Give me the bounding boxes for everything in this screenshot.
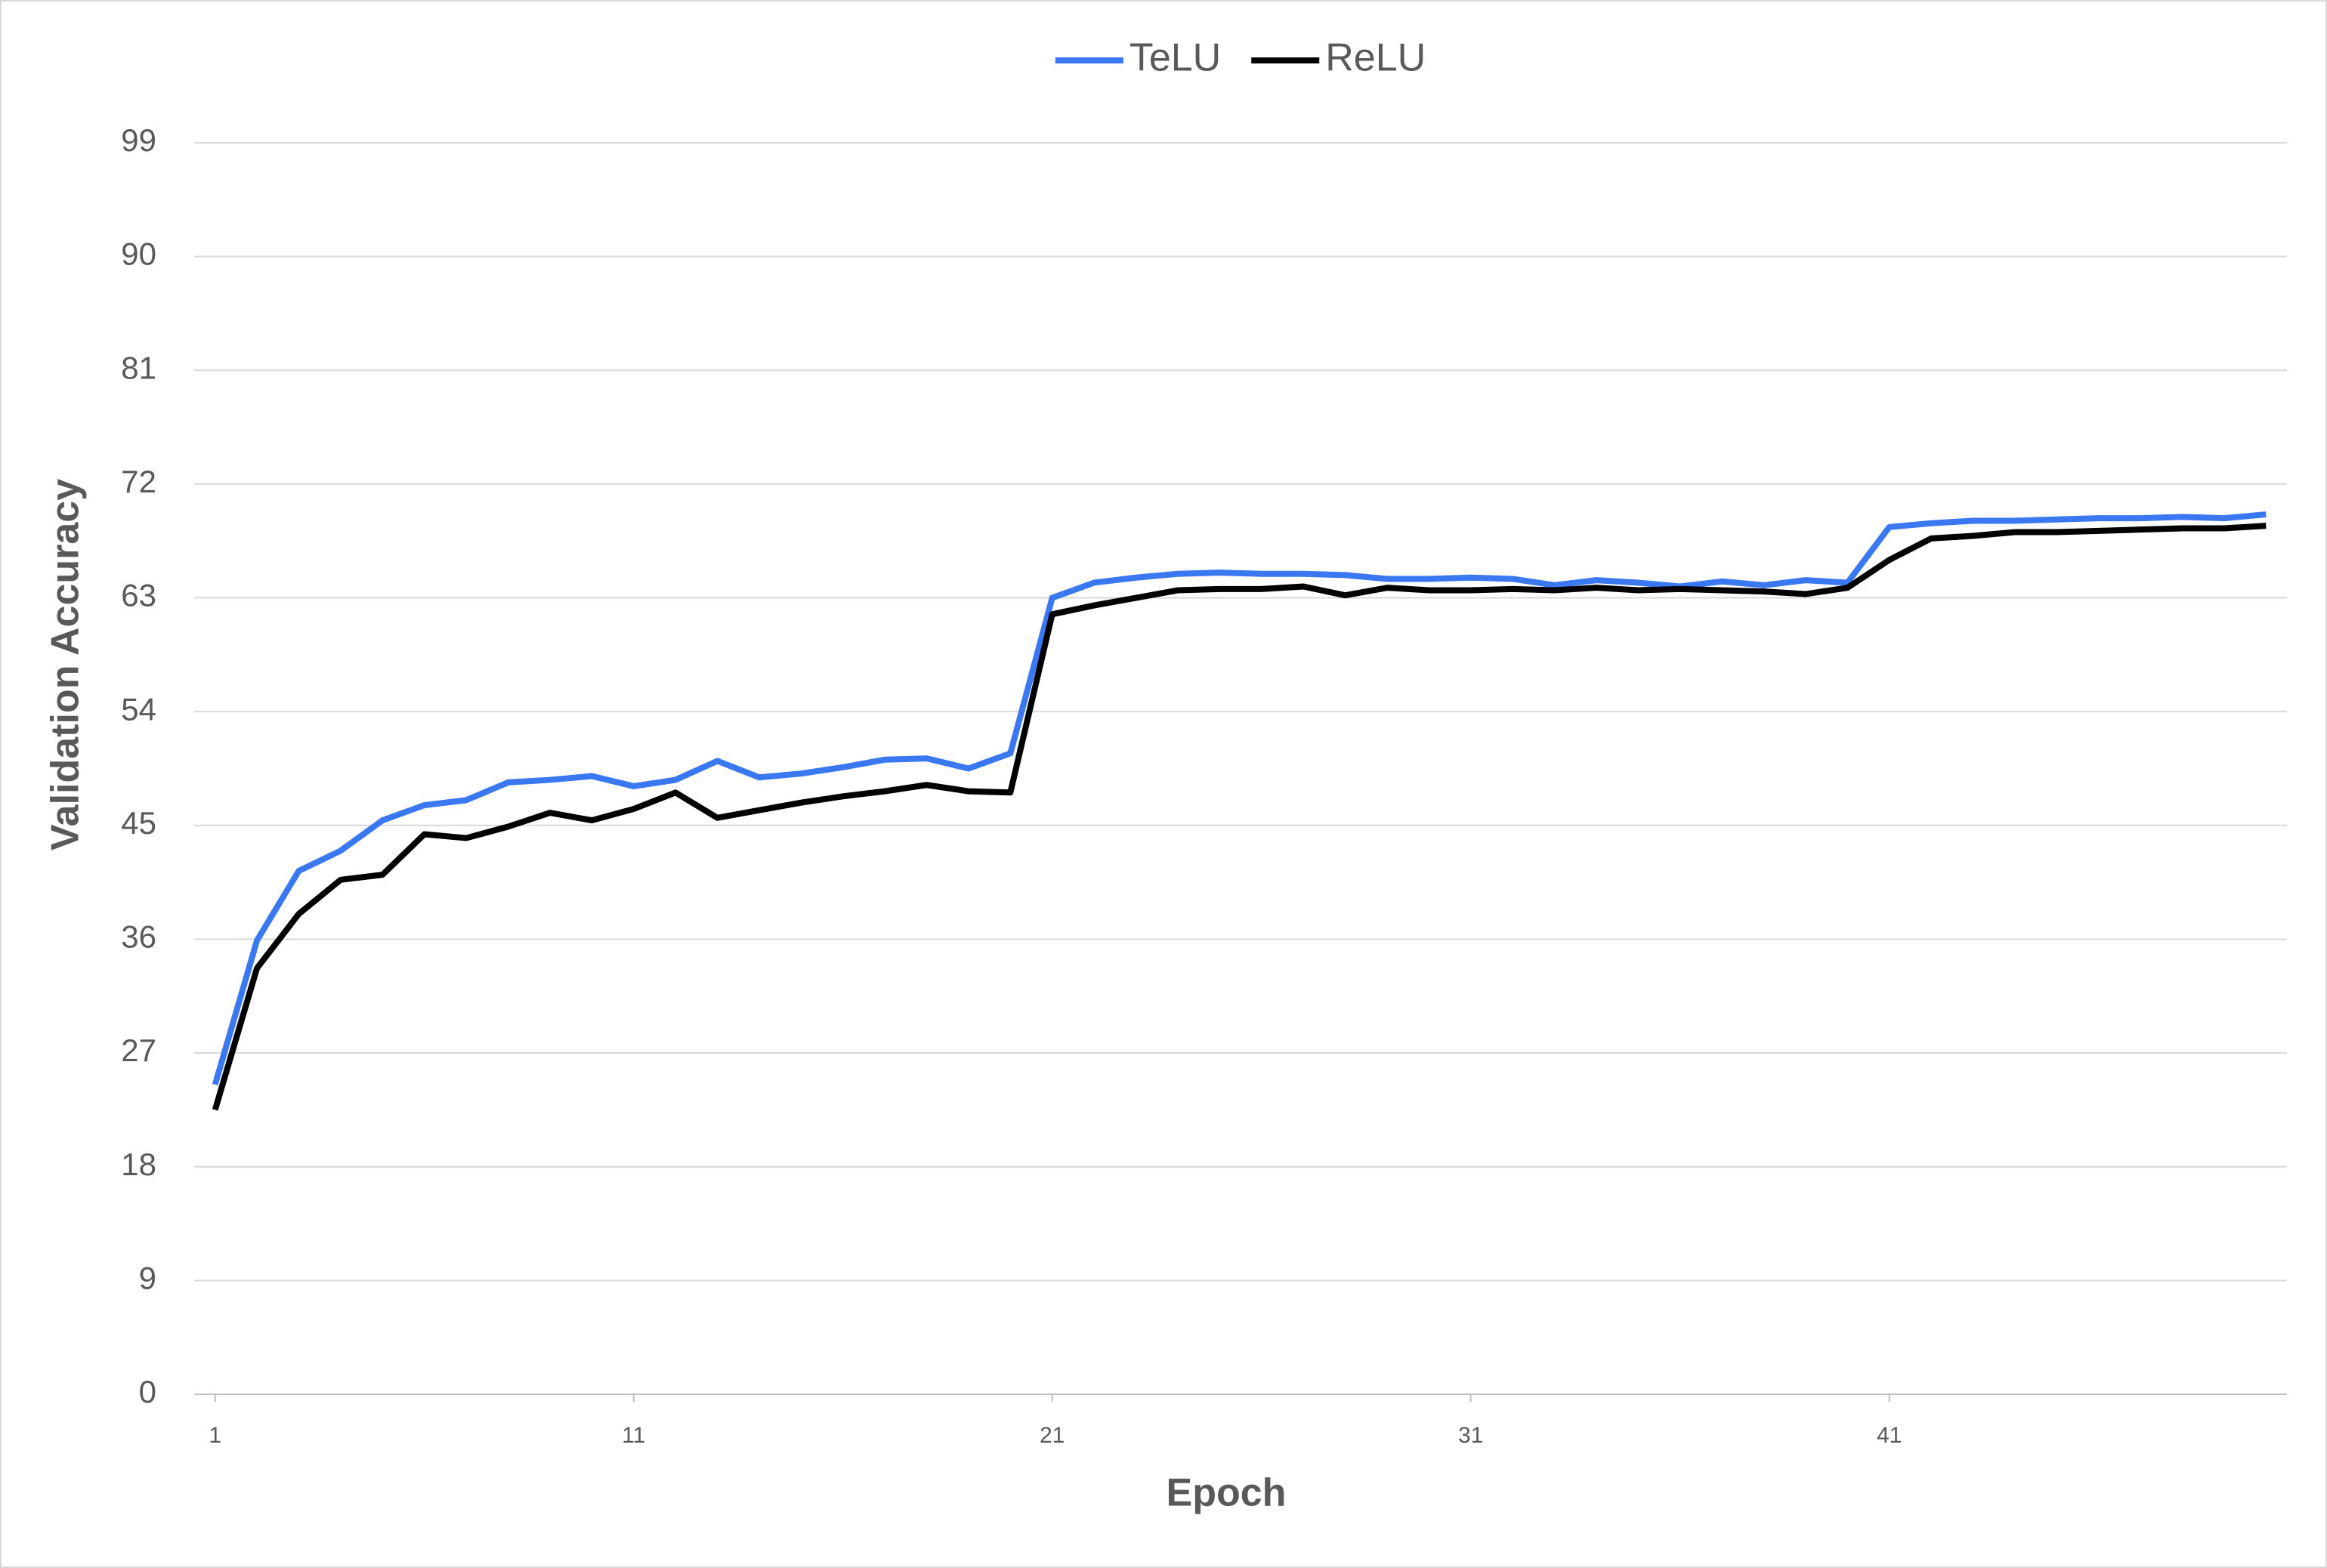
- x-tick-label: 1: [209, 1423, 221, 1448]
- y-tick-label: 54: [121, 691, 156, 727]
- x-tick-label: 11: [622, 1423, 645, 1448]
- y-tick-label: 9: [139, 1260, 156, 1295]
- x-tick-label: 41: [1877, 1423, 1902, 1448]
- y-tick-label: 36: [121, 919, 156, 955]
- y-tick-label: 27: [121, 1032, 156, 1068]
- y-tick-label: 90: [121, 236, 156, 272]
- y-tick-label: 72: [121, 464, 156, 499]
- y-tick-label: 18: [121, 1147, 156, 1182]
- series-line: [212, 523, 2267, 1111]
- y-tick-label: 63: [121, 578, 156, 613]
- y-tick-label: 81: [121, 350, 156, 385]
- x-tick-label: 21: [1040, 1423, 1065, 1448]
- y-tick-label: 45: [121, 805, 156, 841]
- y-axis-title: Validation Accuracy: [44, 479, 88, 850]
- legend-label: ReLU: [1325, 36, 1426, 80]
- series-line: [212, 511, 2267, 1086]
- x-axis-title: Epoch: [1167, 1471, 1287, 1515]
- legend-label: TeLU: [1130, 36, 1221, 80]
- x-tick-label: 31: [1458, 1423, 1483, 1448]
- y-tick-label: 99: [121, 122, 156, 158]
- y-tick-label: 0: [139, 1374, 156, 1409]
